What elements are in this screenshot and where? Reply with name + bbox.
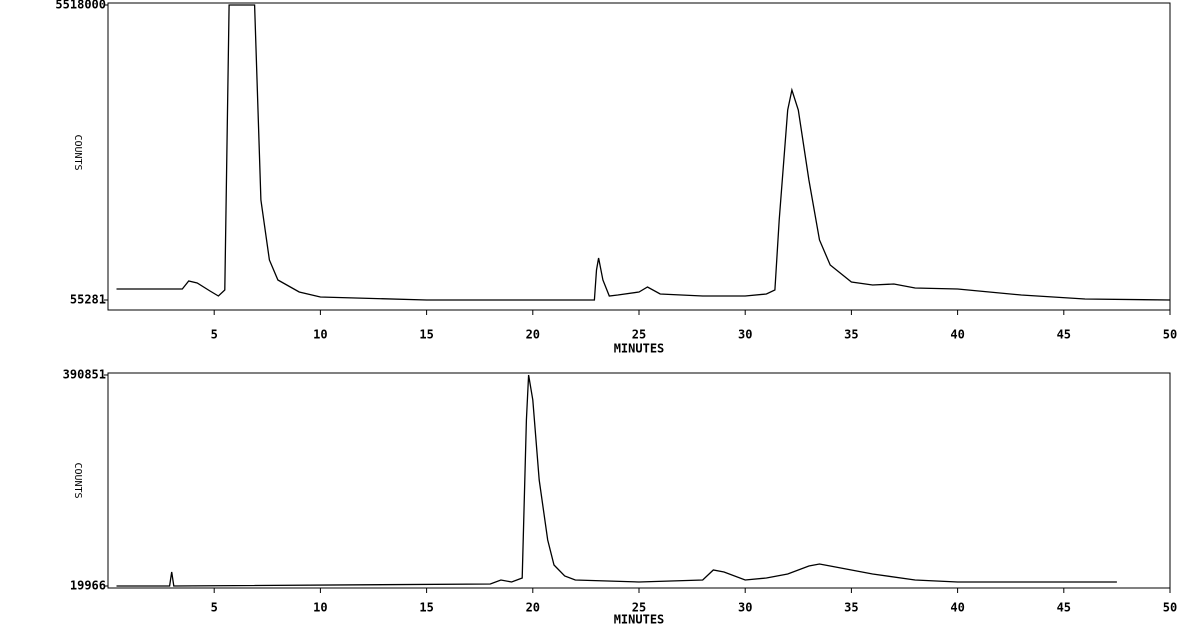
x-tick-label: 5 — [211, 601, 218, 615]
y-axis-label: COUNTS — [72, 134, 83, 170]
x-tick-label: 50 — [1163, 601, 1177, 615]
y-tick-label: 55281 — [70, 293, 106, 307]
x-tick-label: 5 — [211, 328, 218, 342]
x-tick-label: 35 — [844, 328, 858, 342]
x-tick-label: 30 — [738, 328, 752, 342]
trace — [116, 374, 1117, 587]
x-tick-label: 10 — [313, 328, 327, 342]
x-axis-label: MINUTES — [614, 342, 665, 356]
x-tick-label: 15 — [419, 328, 433, 342]
y-axis-label: COUNTS — [72, 462, 83, 498]
y-tick-label: 5518000 — [55, 0, 106, 12]
y-tick-label: 390851 — [63, 368, 106, 382]
x-tick-label: 10 — [313, 601, 327, 615]
x-axis-label: MINUTES — [614, 613, 665, 627]
x-tick-label: 20 — [526, 328, 540, 342]
x-tick-label: 20 — [526, 601, 540, 615]
x-tick-label: 45 — [1057, 328, 1071, 342]
x-tick-label: 15 — [419, 601, 433, 615]
x-tick-label: 40 — [950, 601, 964, 615]
trace — [116, 4, 1171, 301]
x-tick-label: 35 — [844, 601, 858, 615]
x-tick-label: 50 — [1163, 328, 1177, 342]
y-tick-label: 19966 — [70, 579, 106, 593]
plot-frame — [107, 372, 1171, 589]
x-tick-label: 40 — [950, 328, 964, 342]
x-tick-label: 30 — [738, 601, 752, 615]
x-tick-label: 25 — [632, 601, 646, 615]
plot-frame — [107, 2, 1171, 311]
x-tick-label: 25 — [632, 328, 646, 342]
x-tick-label: 45 — [1057, 601, 1071, 615]
